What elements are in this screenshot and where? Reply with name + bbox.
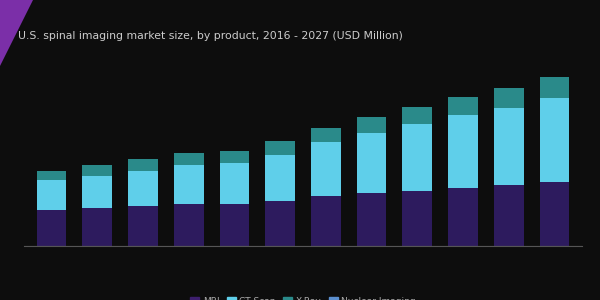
Bar [128,170,158,206]
Bar [357,117,386,133]
Bar [37,171,67,180]
Legend: MRI, CT Scan, X-Ray, Nuclear Imaging: MRI, CT Scan, X-Ray, Nuclear Imaging [187,294,419,300]
Bar [220,151,249,164]
Bar [494,185,524,246]
Bar [311,142,341,196]
Bar [311,128,341,142]
Bar [82,208,112,246]
Bar [265,155,295,201]
Bar [82,166,112,176]
Bar [311,196,341,246]
Bar [448,115,478,188]
Bar [539,182,569,246]
Bar [448,188,478,246]
Bar [539,98,569,182]
Bar [82,176,112,208]
Bar [403,107,432,124]
Bar [128,159,158,170]
Bar [494,88,524,107]
Bar [357,194,386,246]
Text: U.S. spinal imaging market size, by product, 2016 - 2027 (USD Million): U.S. spinal imaging market size, by prod… [18,31,403,41]
Bar [539,77,569,98]
Bar [37,210,67,246]
Bar [174,165,203,205]
Bar [494,107,524,185]
Bar [220,164,249,204]
Bar [174,205,203,246]
Bar [174,153,203,165]
Bar [403,124,432,190]
Bar [403,190,432,246]
Bar [265,142,295,155]
Polygon shape [0,0,33,66]
Bar [265,201,295,246]
Bar [220,204,249,246]
Bar [128,206,158,246]
Bar [357,133,386,194]
Bar [448,97,478,115]
Bar [37,180,67,210]
